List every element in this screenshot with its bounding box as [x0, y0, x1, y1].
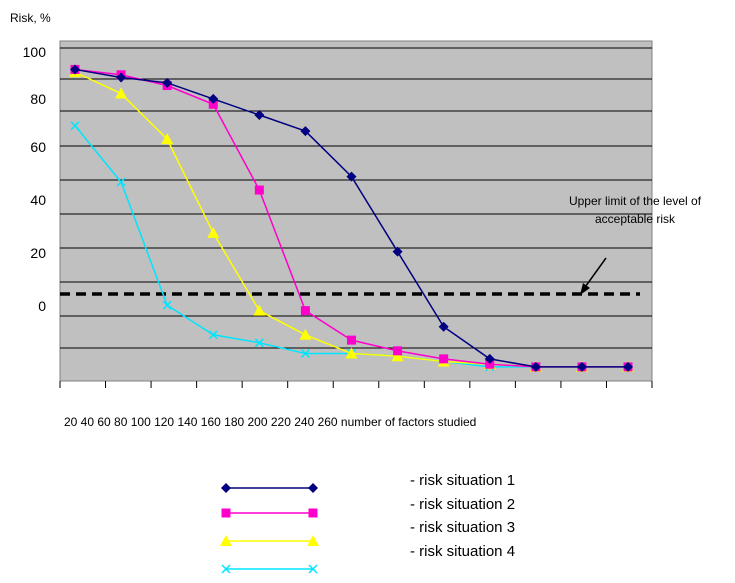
- series-2-point-7: [393, 346, 403, 356]
- series-1-point-9: [484, 353, 495, 364]
- series-3-point-2: [161, 133, 174, 145]
- series-1-point-8: [438, 321, 449, 332]
- x-axis-title: 20 40 60 80 100 120 140 160 180 200 220 …: [64, 415, 476, 429]
- series-3-point-4: [253, 304, 266, 316]
- series-4-point-2: [162, 300, 172, 310]
- series-4-point-5: [300, 348, 310, 359]
- annotation-line-2: acceptable risk: [595, 212, 676, 226]
- series-lines: [69, 64, 634, 372]
- legend-marker-start-4: [221, 564, 231, 574]
- legend-marker-end-1: [308, 483, 318, 493]
- series-4-point-4: [254, 338, 264, 348]
- series-1: [70, 64, 633, 372]
- series-3-point-5: [299, 328, 312, 340]
- series-4-point-3-b: [208, 330, 218, 340]
- series-1-point-0: [70, 64, 80, 75]
- series-4-point-5-b: [300, 348, 310, 359]
- legend-marker-end-4: [308, 564, 318, 574]
- y-tick-label: 80: [30, 91, 46, 107]
- annotation-arrow-head: [580, 283, 590, 295]
- legend-marker-start-4-b: [221, 564, 231, 574]
- annotation-line-1: Upper limit of the level of: [569, 194, 702, 208]
- series-2-point-5: [300, 306, 310, 316]
- series-3-point-3: [207, 226, 220, 238]
- series-4-point-3: [208, 330, 218, 340]
- series-1-point-6: [346, 171, 357, 182]
- series-2-point-6: [347, 335, 356, 345]
- legend-item-4: - risk situation 4: [221, 543, 515, 574]
- series-1-point-4: [254, 110, 265, 120]
- y-tick-label: 60: [30, 139, 46, 155]
- series-1-point-12: [623, 361, 633, 372]
- legend-marker-end-3: [307, 535, 319, 546]
- plot-area: [59, 40, 653, 382]
- series-4-point-1-b: [116, 177, 126, 187]
- y-tick-label: 40: [30, 192, 46, 208]
- series-1-point-11: [576, 361, 587, 372]
- series-1-point-3: [208, 93, 219, 104]
- y-tick-label: 20: [30, 245, 46, 261]
- series-2-point-4: [254, 185, 264, 195]
- legend-label-3: - risk situation 3: [410, 519, 515, 536]
- axes: 100 80 60 40 20 0 Risk, % 20 40 60 80 100 120 1…: [10, 11, 653, 429]
- series-3-point-1: [115, 87, 128, 99]
- series-1-point-10: [530, 361, 541, 372]
- legend: - risk situation 1 - risk situation 2 - ri…: [220, 472, 515, 574]
- series-4-point-0-b: [70, 121, 80, 131]
- series-3-point-6: [345, 347, 358, 359]
- legend-label-2: - risk situation 2: [410, 496, 515, 513]
- annotation: Upper limit of the level of acceptable ri…: [569, 194, 702, 295]
- legend-label-4: - risk situation 4: [410, 543, 515, 560]
- series-1-point-2: [162, 77, 173, 88]
- plot-background: [59, 40, 653, 382]
- legend-item-2: - risk situation 2: [221, 496, 515, 518]
- legend-item-1: - risk situation 1: [221, 472, 515, 493]
- series-1-point-5: [300, 126, 311, 137]
- legend-item-3: - risk situation 3: [220, 519, 515, 546]
- legend-label-1: - risk situation 1: [410, 472, 515, 489]
- series-2-point-8: [439, 354, 449, 364]
- series-1-point-1: [116, 72, 127, 83]
- series-1-point-7: [392, 246, 403, 257]
- series-2-point-3: [208, 99, 218, 109]
- series-2-point-9: [485, 359, 495, 369]
- series-3-point-7: [391, 350, 404, 362]
- series-4-point-4-b: [254, 338, 264, 348]
- y-tick-label: 0: [38, 298, 46, 314]
- annotation-arrow-shaft: [582, 257, 607, 291]
- legend-marker-end-2: [308, 508, 318, 518]
- legend-marker-start-1: [221, 483, 231, 493]
- series-4-point-2-b: [162, 300, 172, 310]
- y-axis-title: Risk, %: [10, 11, 51, 25]
- y-tick-label: 100: [23, 44, 47, 60]
- series-4-point-0: [70, 121, 80, 131]
- series-4-point-1: [116, 177, 126, 187]
- legend-marker-start-3: [220, 535, 232, 546]
- legend-marker-end-4-b: [308, 564, 318, 574]
- legend-marker-start-2: [221, 508, 231, 518]
